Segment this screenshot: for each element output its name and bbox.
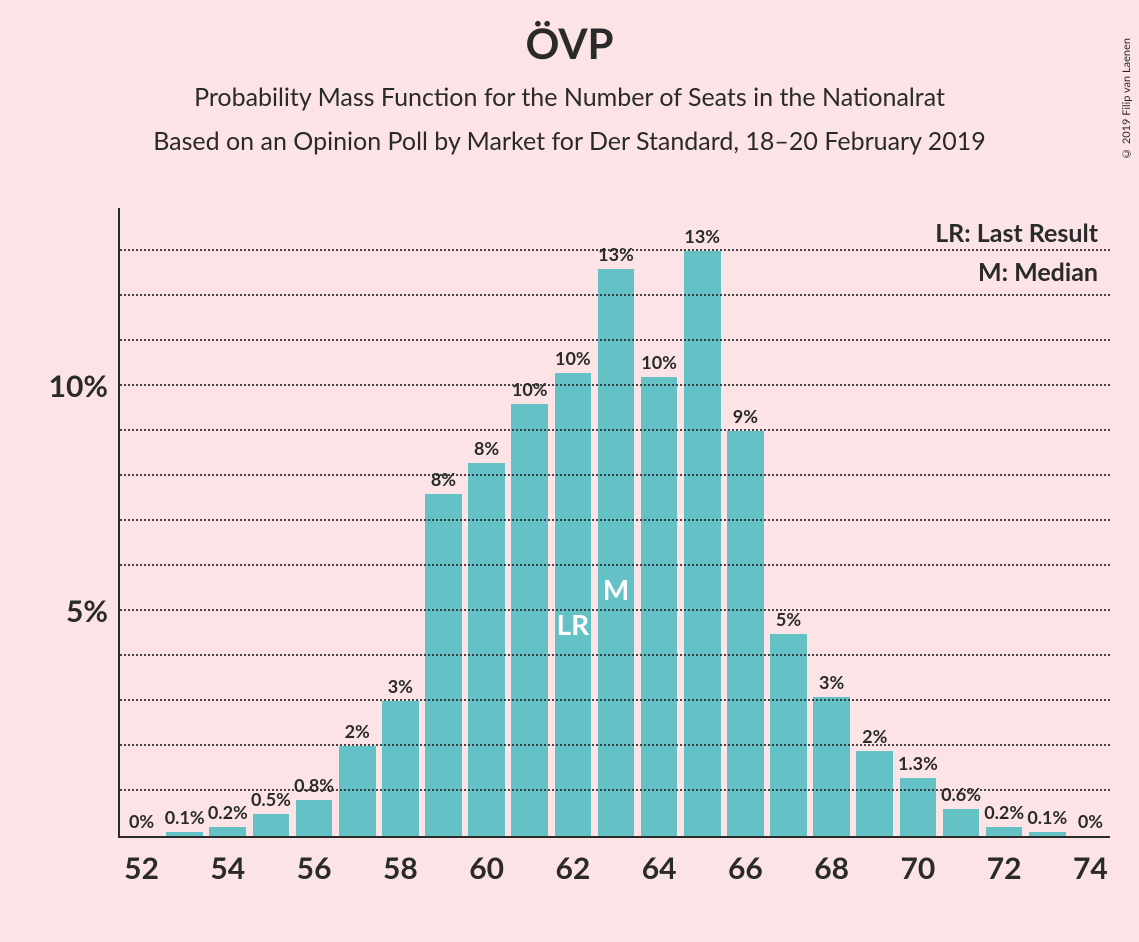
bar: 0.6% (943, 809, 980, 836)
bar-value-label: 8% (474, 437, 499, 459)
gridline (120, 789, 1110, 791)
bar: 0.1% (1029, 832, 1066, 837)
bar: 0.2% (986, 827, 1023, 836)
x-axis-label: 56 (297, 850, 332, 886)
bar-value-label: 10% (641, 351, 677, 373)
x-axis-label: 68 (814, 850, 849, 886)
bar: 9% (727, 431, 764, 836)
bar: 5% (770, 634, 807, 837)
bar: 10% (641, 377, 678, 836)
bar-value-label: 0.8% (294, 774, 334, 796)
gridline (120, 609, 1110, 611)
gridline (120, 519, 1110, 521)
x-axis-label: 54 (210, 850, 245, 886)
gridline (120, 744, 1110, 746)
bar-value-label: 13% (598, 243, 634, 265)
gridline (120, 294, 1110, 296)
chart-title: ÖVP (0, 18, 1139, 68)
gridline (120, 384, 1110, 386)
bar-value-label: 8% (431, 468, 456, 490)
bar-value-label: 0.2% (208, 801, 248, 823)
bar: 3% (813, 697, 850, 837)
bar-marker: LR (557, 607, 590, 641)
bar: 3% (382, 701, 419, 836)
bar-value-label: 0% (129, 810, 154, 832)
bar: 0.1% (166, 832, 203, 837)
bar-value-label: 10% (512, 378, 548, 400)
x-axis-label: 64 (642, 850, 677, 886)
bar-value-label: 10% (555, 347, 591, 369)
x-axis-label: 60 (469, 850, 504, 886)
chart: LR: Last Result M: Median 0%0.1%0.2%0.5%… (40, 208, 1110, 928)
bar-value-label: 3% (819, 671, 844, 693)
bar: 13%M (598, 269, 635, 836)
y-axis-label: 10% (49, 368, 108, 404)
bar-value-label: 3% (388, 675, 413, 697)
bar-value-label: 0.1% (165, 806, 205, 828)
x-axis-label: 74 (1073, 850, 1108, 886)
bar: 0.5% (253, 814, 290, 837)
bar-marker: M (603, 572, 629, 606)
bars-container: 0%0.1%0.2%0.5%0.8%2%3%8%8%10%10%LR13%M10… (120, 208, 1110, 836)
gridline (120, 474, 1110, 476)
x-axis-label: 72 (987, 850, 1022, 886)
gridline (120, 564, 1110, 566)
title-block: ÖVP Probability Mass Function for the Nu… (0, 18, 1139, 156)
bar-value-label: 13% (684, 225, 720, 247)
x-axis-label: 70 (901, 850, 936, 886)
y-axis-label: 5% (66, 593, 108, 629)
bar-value-label: 0% (1078, 810, 1103, 832)
bar-value-label: 0.2% (984, 801, 1024, 823)
gridline (120, 249, 1110, 251)
x-axis-label: 66 (728, 850, 763, 886)
bar: 0.8% (296, 800, 333, 836)
bar: 8% (425, 494, 462, 836)
gridline (120, 339, 1110, 341)
bar-value-label: 1.3% (898, 752, 938, 774)
bar-value-label: 2% (345, 720, 370, 742)
bar: 2% (339, 746, 376, 836)
gridline (120, 654, 1110, 656)
bar: 2% (856, 751, 893, 837)
bar-value-label: 9% (733, 405, 758, 427)
bar: 0.2% (209, 827, 246, 836)
plot-area: LR: Last Result M: Median 0%0.1%0.2%0.5%… (118, 208, 1110, 838)
bar: 10%LR (555, 373, 592, 837)
bar-value-label: 0.6% (941, 783, 981, 805)
gridline (120, 699, 1110, 701)
copyright-label: © 2019 Filip van Laenen (1120, 38, 1133, 160)
chart-subtitle-1: Probability Mass Function for the Number… (0, 82, 1139, 112)
bar: 1.3% (900, 778, 937, 837)
bar: 10% (511, 404, 548, 836)
chart-subtitle-2: Based on an Opinion Poll by Market for D… (0, 126, 1139, 156)
bar-value-label: 0.1% (1027, 806, 1067, 828)
x-axis-label: 52 (124, 850, 159, 886)
x-axis-label: 58 (383, 850, 418, 886)
x-axis-label: 62 (555, 850, 590, 886)
gridline (120, 429, 1110, 431)
